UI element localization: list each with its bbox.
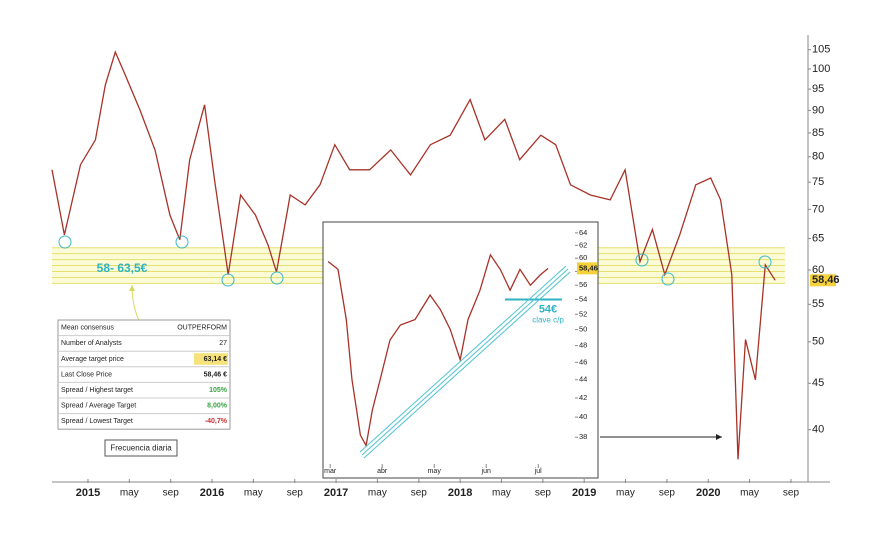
x-tick-label: 2020: [696, 487, 720, 499]
y-tick-label: 65: [812, 232, 824, 244]
x-tick-label: 2016: [200, 487, 224, 499]
inset-frame: [322, 221, 599, 479]
table-value: OUTPERFORM: [177, 325, 227, 332]
x-tick-label: sep: [163, 488, 180, 499]
x-tick-label: may: [428, 468, 442, 475]
table-label: Number of Analysts: [61, 340, 122, 347]
y-tick-label: 46: [579, 357, 587, 366]
y-tick-label: 44: [579, 375, 587, 384]
y-tick-label: 85: [812, 127, 824, 139]
x-tick-label: abr: [377, 468, 388, 475]
table-label: Mean consensus: [61, 325, 114, 332]
table-value: 27: [219, 340, 227, 347]
circle: [635, 253, 649, 267]
y-tick-label: 48: [579, 341, 587, 350]
x-tick-label: sep: [411, 488, 428, 499]
y-tick-label: 40: [812, 424, 824, 436]
y-tick-label: 40: [579, 412, 587, 421]
table-label: Spread / Highest target: [61, 387, 133, 394]
x-tick-label: jul: [534, 468, 542, 475]
table-frame: [57, 319, 231, 430]
table-label: Spread / Lowest Target: [61, 418, 133, 425]
table-label: Average target price: [61, 356, 124, 363]
button[interactable]: [104, 439, 178, 457]
y-tick-label: 56: [579, 280, 587, 289]
last-price-box: [810, 274, 836, 287]
price-line: [51, 50, 776, 460]
table-value: 58,46 €: [204, 371, 227, 378]
x-tick-label: mar: [324, 468, 337, 475]
table-value: 8,00%: [207, 403, 228, 410]
trend-line: [359, 265, 567, 453]
x-tick-label: sep: [659, 488, 676, 499]
trend-line: [361, 268, 569, 456]
table-value: 63,14 €: [204, 356, 227, 363]
y-tick-label: 60: [579, 253, 587, 262]
x-tick-label: may: [492, 488, 511, 499]
price-line: [327, 253, 549, 448]
x-tick-label: may: [368, 488, 387, 499]
x-tick-label: may: [244, 488, 263, 499]
x-tick-label: 2015: [76, 487, 100, 499]
circle: [661, 272, 675, 286]
circle: [758, 255, 772, 269]
y-tick-label: 70: [812, 203, 824, 215]
last-price-box: [577, 262, 597, 275]
y-tick-label: 80: [812, 151, 824, 163]
x-tick-label: 2017: [324, 487, 348, 499]
y-tick-label: 62: [579, 240, 587, 249]
table-value: 105%: [209, 387, 228, 394]
arrow-head: [129, 285, 135, 291]
x-tick-label: sep: [535, 488, 552, 499]
y-tick-label: 50: [579, 325, 587, 334]
y-tick-label: 38: [579, 432, 587, 441]
circle: [270, 271, 284, 285]
y-tick-label: 42: [579, 393, 587, 402]
y-tick-label: 55: [812, 298, 824, 310]
zone-label: 58- 63,5€: [97, 261, 148, 275]
swing-circles: [58, 235, 772, 287]
y-tick-label: 54: [579, 294, 587, 303]
x-tick-label: sep: [287, 488, 304, 499]
level-label: 54€: [539, 303, 557, 315]
last-price-label: 58,46: [812, 274, 840, 286]
button-label[interactable]: Frecuencia diaria: [110, 444, 172, 453]
table-label: Last Close Price: [61, 371, 112, 378]
y-tick-label: 52: [579, 309, 587, 318]
x-tick-label: may: [120, 488, 139, 499]
trend-channel: [359, 265, 571, 459]
circle: [221, 273, 235, 287]
table-label: Spread / Average Target: [61, 403, 136, 410]
y-tick-label: 75: [812, 176, 824, 188]
last-price-label: 58,46: [579, 263, 598, 272]
x-tick-label: 2019: [572, 487, 596, 499]
y-tick-label: 100: [812, 63, 830, 75]
x-tick-label: sep: [783, 488, 800, 499]
y-tick-label: 50: [812, 336, 824, 348]
circle: [175, 235, 189, 249]
y-tick-label: 90: [812, 104, 824, 116]
y-tick-label: 105: [812, 44, 830, 56]
level-note: clave c/p: [532, 316, 564, 325]
table-value: -40,7%: [205, 418, 228, 425]
highlight: [194, 353, 228, 365]
y-tick-label: 60: [812, 264, 824, 276]
x-tick-label: may: [616, 488, 635, 499]
y-tick-label: 64: [579, 228, 587, 237]
y-tick-label: 95: [812, 83, 824, 95]
circle: [58, 235, 72, 249]
consensus-table: Mean consensus OUTPERFORM Number of Analys…: [57, 319, 231, 430]
x-tick-label: 2018: [448, 487, 472, 499]
arrow-head: [716, 434, 722, 440]
y-tick-label: 45: [812, 377, 824, 389]
x-tick-label: jun: [481, 468, 491, 475]
trend-line: [363, 271, 571, 459]
x-tick-label: may: [740, 488, 759, 499]
